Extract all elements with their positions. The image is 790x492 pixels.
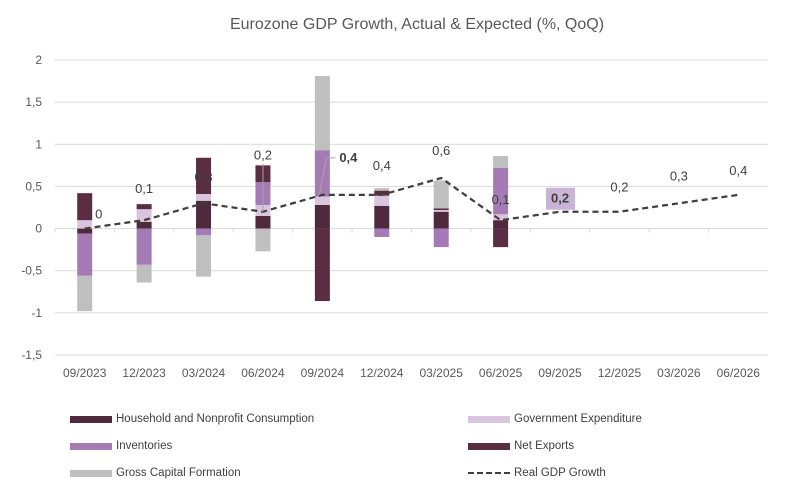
y-tick-label: 2 bbox=[35, 53, 42, 67]
y-tick-label: -1 bbox=[31, 306, 42, 320]
bar-segment-inventories bbox=[196, 228, 212, 236]
y-tick-label: 0 bbox=[35, 222, 42, 236]
bar-segment-government-expenditure bbox=[374, 195, 390, 206]
legend-label: Household and Nonprofit Consumption bbox=[116, 413, 315, 425]
bar-segment-gross-capital-formation bbox=[374, 188, 390, 191]
bar-segment-gross-capital-formation bbox=[77, 275, 93, 312]
bar-segment-net-exports bbox=[314, 228, 330, 302]
legend-label: Inventories bbox=[116, 440, 173, 452]
data-label: 0,4 bbox=[373, 158, 391, 173]
bar-segment-gross-capital-formation bbox=[433, 180, 449, 209]
legend-swatch-government bbox=[468, 415, 510, 423]
bar-segment-household-and-nonprofit-consumption bbox=[433, 211, 449, 229]
bar-segment-household-and-nonprofit-consumption bbox=[136, 221, 152, 229]
x-tick-label: 06/2026 bbox=[717, 366, 761, 380]
legend-dash-gdp bbox=[468, 472, 510, 474]
x-tick-label: 12/2023 bbox=[122, 366, 166, 380]
bar-segment-government-expenditure bbox=[433, 210, 449, 212]
bar-segment-government-expenditure bbox=[493, 214, 509, 221]
bar-segment-net-exports bbox=[493, 228, 509, 248]
bar-segment-gross-capital-formation bbox=[196, 235, 212, 277]
gridlines bbox=[55, 59, 768, 356]
legend-label: Net Exports bbox=[514, 440, 575, 452]
legend-swatch-net-exports bbox=[468, 442, 510, 450]
y-tick-label: -1,5 bbox=[21, 348, 42, 362]
bar-segment-gross-capital-formation bbox=[136, 264, 152, 283]
bar-segment-household-and-nonprofit-consumption bbox=[314, 204, 330, 229]
x-tick-label: 06/2024 bbox=[241, 366, 285, 380]
gdp-line bbox=[84, 176, 739, 230]
gdp-line-path bbox=[84, 176, 739, 230]
bar-segment-government-expenditure bbox=[77, 220, 93, 229]
x-tick-label: 09/2025 bbox=[538, 366, 582, 380]
bar-segment-household-and-nonprofit-consumption bbox=[196, 200, 212, 229]
x-tick-label: 06/2025 bbox=[479, 366, 523, 380]
x-tick-label: 03/2024 bbox=[182, 366, 226, 380]
bar-segment-gross-capital-formation bbox=[493, 156, 509, 168]
legend-item-government: Government Expenditure bbox=[468, 413, 642, 425]
x-tick-label: 03/2026 bbox=[657, 366, 701, 380]
legend-swatch-inventories bbox=[70, 442, 112, 450]
data-label: 0 bbox=[95, 207, 102, 222]
data-label: 0,6 bbox=[432, 143, 450, 158]
x-tick-label: 03/2025 bbox=[420, 366, 464, 380]
legend-label: Government Expenditure bbox=[514, 413, 642, 425]
y-tick-label: 1 bbox=[35, 137, 42, 151]
bar-segment-net-exports bbox=[374, 190, 390, 196]
bar-segment-inventories bbox=[77, 233, 93, 276]
bar-segment-inventories bbox=[493, 167, 509, 215]
bar-segment-inventories bbox=[433, 228, 449, 248]
bar-segment-net-exports bbox=[77, 193, 93, 221]
bar-segment-inventories bbox=[136, 228, 152, 265]
bar-segment-household-and-nonprofit-consumption bbox=[77, 228, 93, 234]
data-label: 0,1 bbox=[135, 181, 153, 196]
bar-segment-net-exports bbox=[433, 208, 449, 211]
bar-segment-household-and-nonprofit-consumption bbox=[255, 215, 271, 229]
legend: Household and Nonprofit Consumption Gove… bbox=[0, 400, 790, 492]
data-label: 0,3 bbox=[670, 168, 688, 183]
legend-label: Real GDP Growth bbox=[514, 467, 606, 479]
bar-segment-net-exports bbox=[136, 204, 152, 210]
bars bbox=[77, 76, 509, 312]
y-tick-label: -0,5 bbox=[21, 264, 42, 278]
data-label: 0,2 bbox=[610, 180, 628, 195]
data-label-highlight-box bbox=[546, 187, 576, 210]
bar-segment-gross-capital-formation bbox=[314, 76, 330, 151]
legend-swatch-household bbox=[70, 415, 112, 423]
bar-segment-inventories bbox=[374, 228, 390, 237]
data-label: 0,2 bbox=[254, 148, 272, 163]
x-tick-label: 09/2024 bbox=[301, 366, 345, 380]
x-axis: 09/2023 12/2023 03/2024 06/2024 09/2024 12/20… bbox=[54, 228, 761, 380]
data-label-leader bbox=[318, 157, 336, 195]
x-tick-label: 12/2025 bbox=[598, 366, 642, 380]
bar-segment-net-exports bbox=[196, 157, 212, 195]
legend-item-household: Household and Nonprofit Consumption bbox=[70, 413, 314, 425]
x-tick-label: 09/2023 bbox=[63, 366, 107, 380]
bar-segment-household-and-nonprofit-consumption bbox=[374, 205, 390, 229]
y-axis: -1,5 -1 -0,5 0 0,5 1 1,5 2 bbox=[21, 53, 42, 362]
bar-segment-inventories bbox=[314, 150, 330, 197]
legend-item-inventories: Inventories bbox=[70, 440, 172, 452]
bar-segment-government-expenditure bbox=[196, 194, 212, 201]
data-label: 0,1 bbox=[492, 192, 510, 207]
data-labels: 0 0,1 0,3 0,2 0,4 0,4 0,6 0,1 0,2 0,2 0,3 0,4 bbox=[95, 143, 747, 222]
legend-item-gdp: Real GDP Growth bbox=[468, 467, 606, 479]
x-tick-label: 12/2024 bbox=[360, 366, 404, 380]
data-label: 0,4 bbox=[729, 163, 747, 178]
legend-item-gcf: Gross Capital Formation bbox=[70, 467, 241, 479]
bar-segment-household-and-nonprofit-consumption bbox=[493, 220, 509, 229]
legend-item-net-exports: Net Exports bbox=[468, 440, 574, 452]
data-label: 0,2 bbox=[551, 191, 569, 206]
bar-segment-gross-capital-formation bbox=[255, 228, 271, 252]
bar-segment-government-expenditure bbox=[314, 196, 330, 205]
data-label: 0,4 bbox=[339, 150, 358, 165]
legend-label: Gross Capital Formation bbox=[116, 467, 241, 479]
legend-swatch-gcf bbox=[70, 469, 112, 477]
data-label: 0,3 bbox=[195, 169, 213, 184]
chart-title: Eurozone GDP Growth, Actual & Expected (… bbox=[230, 16, 604, 33]
y-tick-label: 1,5 bbox=[25, 95, 42, 109]
y-tick-label: 0,5 bbox=[25, 179, 42, 193]
